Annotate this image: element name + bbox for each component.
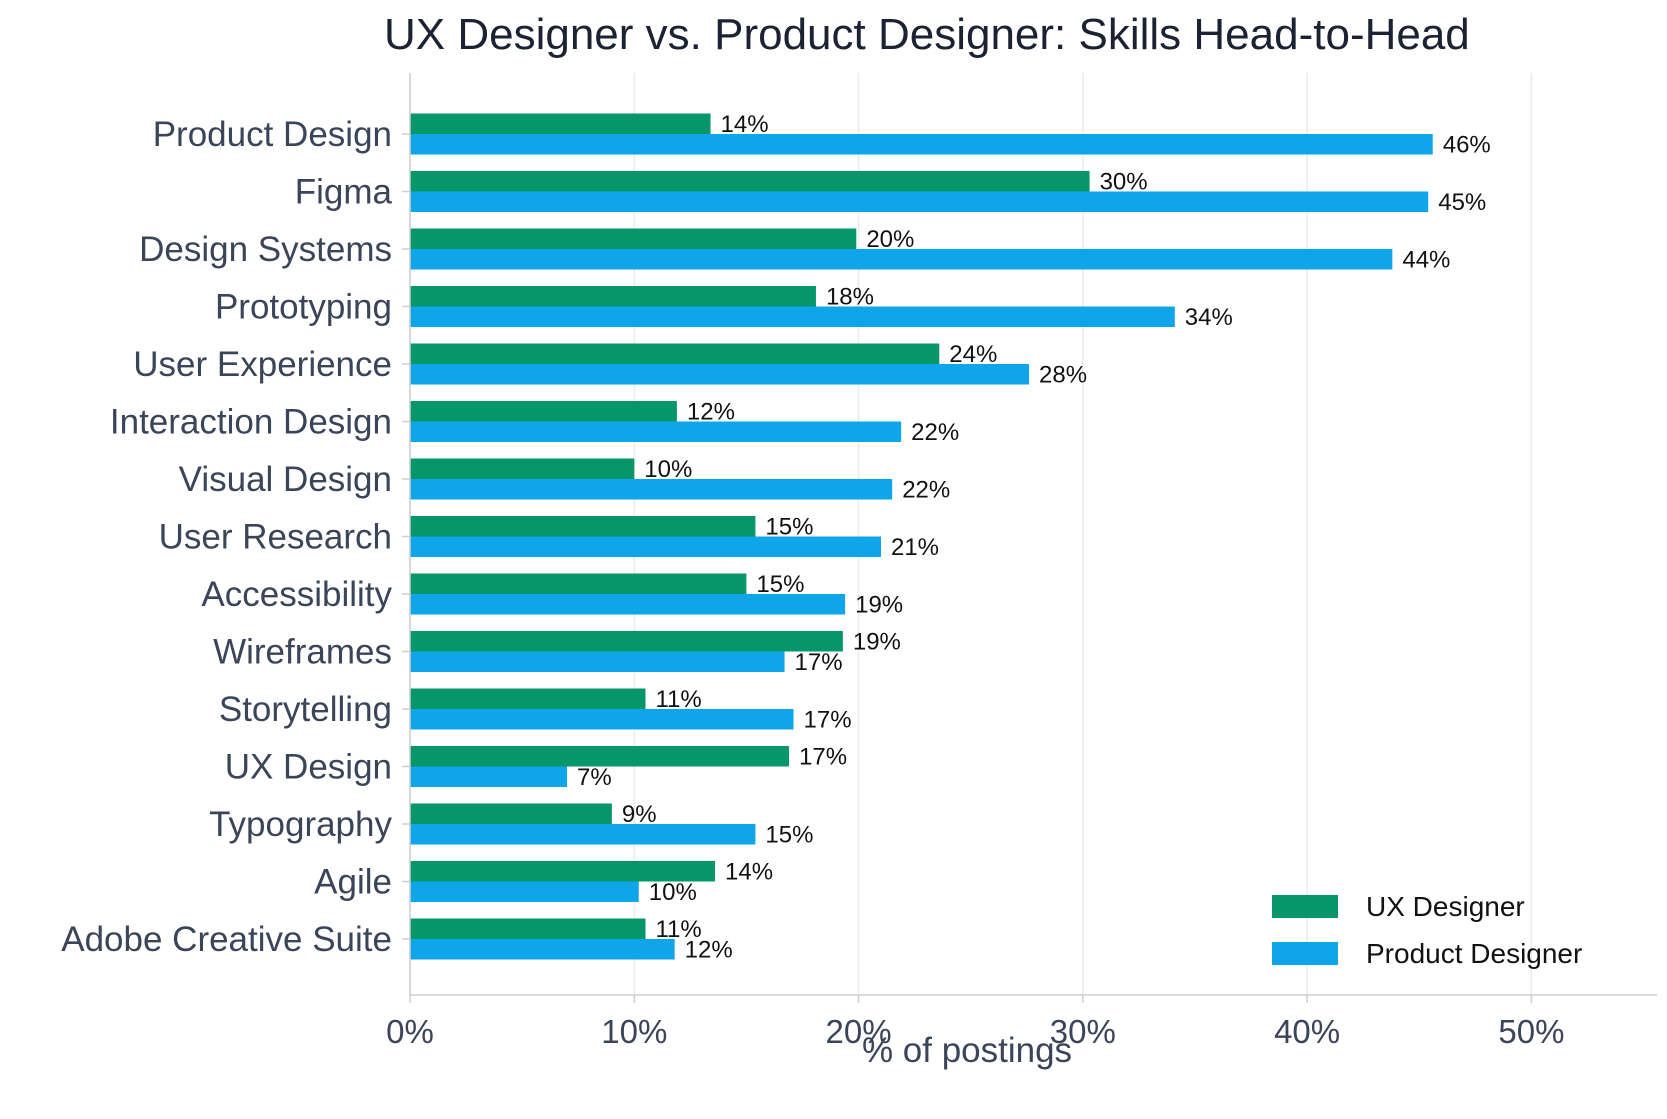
data-label: 28% bbox=[1039, 361, 1087, 388]
category-label: User Research bbox=[159, 518, 392, 557]
category-label: Agile bbox=[314, 863, 392, 902]
x-tick-label: 0% bbox=[386, 1013, 434, 1050]
bar-product-designer[interactable] bbox=[410, 306, 1175, 328]
data-label: 22% bbox=[902, 476, 950, 503]
bar-ux-designer[interactable] bbox=[410, 458, 635, 480]
data-label: 17% bbox=[795, 649, 843, 676]
bar-ux-designer[interactable] bbox=[410, 401, 677, 422]
data-label: 46% bbox=[1443, 131, 1491, 158]
legend[interactable]: UX Designer Product Designer bbox=[1272, 891, 1582, 969]
data-label: 9% bbox=[622, 801, 657, 828]
bar-product-designer[interactable] bbox=[410, 249, 1393, 270]
bar-product-designer[interactable] bbox=[410, 421, 902, 443]
category-label: Interaction Design bbox=[110, 403, 392, 442]
legend-swatch-product-designer bbox=[1272, 942, 1338, 965]
bar-ux-designer[interactable] bbox=[410, 631, 843, 652]
bar-ux-designer[interactable] bbox=[410, 516, 756, 537]
bar-ux-designer[interactable] bbox=[410, 746, 790, 767]
legend-label-product-designer: Product Designer bbox=[1366, 938, 1582, 969]
category-label: Design Systems bbox=[139, 230, 392, 269]
category-label: UX Design bbox=[225, 748, 392, 787]
data-label: 12% bbox=[687, 398, 735, 425]
bar-ux-designer[interactable] bbox=[410, 343, 940, 365]
bar-ux-designer[interactable] bbox=[410, 803, 612, 825]
data-label: 18% bbox=[826, 283, 874, 310]
bar-product-designer[interactable] bbox=[410, 766, 567, 788]
bar-ux-designer[interactable] bbox=[410, 228, 857, 250]
bar-product-designer[interactable] bbox=[410, 594, 846, 615]
chart-title: UX Designer vs. Product Designer: Skills… bbox=[384, 10, 1470, 59]
data-label: 34% bbox=[1185, 304, 1233, 331]
data-label: 20% bbox=[866, 226, 914, 253]
category-label: Storytelling bbox=[219, 690, 392, 729]
data-label: 14% bbox=[721, 111, 769, 138]
bar-product-designer[interactable] bbox=[410, 479, 893, 500]
bar-product-designer[interactable] bbox=[410, 824, 756, 845]
data-label: 11% bbox=[655, 686, 701, 713]
x-tick-label: 40% bbox=[1274, 1013, 1340, 1050]
bar-product-designer[interactable] bbox=[410, 939, 675, 960]
data-label: 24% bbox=[949, 341, 997, 368]
category-label: User Experience bbox=[133, 345, 392, 384]
bar-ux-designer[interactable] bbox=[410, 171, 1090, 192]
category-label: Prototyping bbox=[215, 288, 392, 327]
bar-ux-designer[interactable] bbox=[410, 113, 711, 135]
category-label: Product Design bbox=[153, 115, 392, 154]
data-label: 7% bbox=[577, 764, 612, 791]
category-label: Visual Design bbox=[179, 460, 392, 499]
legend-swatch-ux-designer bbox=[1272, 895, 1338, 918]
data-label: 15% bbox=[756, 571, 804, 598]
x-axis-label: % of postings bbox=[862, 1031, 1072, 1070]
category-label: Adobe Creative Suite bbox=[61, 920, 392, 959]
data-labels: 14% 46% 30% 45% 20% 44% 18% 34% 24% 28% 12% 22% 10% 2… bbox=[577, 111, 1491, 964]
bar-product-designer[interactable] bbox=[410, 134, 1433, 155]
data-label: 22% bbox=[911, 419, 959, 446]
category-label: Wireframes bbox=[213, 633, 392, 672]
category-label: Typography bbox=[209, 805, 392, 844]
bar-product-designer[interactable] bbox=[410, 709, 794, 730]
data-label: 15% bbox=[765, 821, 813, 848]
bar-ux-designer[interactable] bbox=[410, 861, 716, 882]
x-tick-label: 30% bbox=[1050, 1013, 1116, 1050]
data-label: 19% bbox=[855, 591, 903, 618]
bar-product-designer[interactable] bbox=[410, 881, 639, 903]
data-label: 17% bbox=[804, 706, 852, 733]
data-label: 10% bbox=[644, 456, 692, 483]
data-label: 12% bbox=[685, 936, 733, 963]
axes: 0% 10% 20% 30% 40% 50% Product Design Figma Desi… bbox=[61, 73, 1657, 1050]
data-label: 15% bbox=[765, 513, 813, 540]
x-tick-label: 20% bbox=[826, 1013, 892, 1050]
legend-label-ux-designer: UX Designer bbox=[1366, 891, 1525, 922]
bar-ux-designer[interactable] bbox=[410, 573, 747, 595]
bars bbox=[410, 113, 1433, 960]
data-label: 21% bbox=[891, 534, 939, 561]
data-label: 14% bbox=[725, 858, 773, 885]
bar-product-designer[interactable] bbox=[410, 651, 785, 673]
bar-product-designer[interactable] bbox=[410, 191, 1429, 213]
data-label: 44% bbox=[1402, 246, 1450, 273]
data-label: 30% bbox=[1100, 168, 1148, 195]
data-label: 19% bbox=[853, 628, 901, 655]
data-label: 17% bbox=[799, 743, 847, 770]
bar-product-designer[interactable] bbox=[410, 364, 1030, 385]
data-label: 10% bbox=[649, 879, 697, 906]
x-tick-label: 50% bbox=[1498, 1013, 1564, 1050]
bar-product-designer[interactable] bbox=[410, 536, 881, 558]
bar-ux-designer[interactable] bbox=[410, 286, 816, 307]
data-label: 11% bbox=[655, 916, 701, 943]
data-label: 45% bbox=[1438, 189, 1486, 216]
bar-ux-designer[interactable] bbox=[410, 918, 646, 940]
x-tick-label: 10% bbox=[601, 1013, 667, 1050]
bar-ux-designer[interactable] bbox=[410, 688, 646, 710]
category-label: Accessibility bbox=[201, 575, 392, 614]
category-label: Figma bbox=[295, 173, 393, 212]
